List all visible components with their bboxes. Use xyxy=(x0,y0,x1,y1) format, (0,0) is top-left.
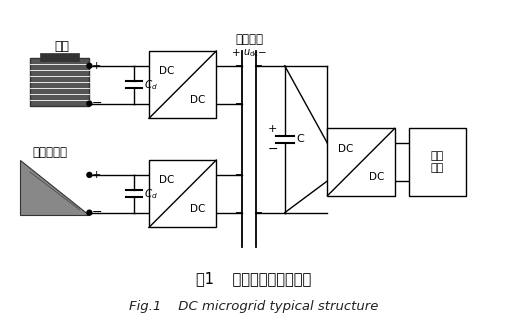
Polygon shape xyxy=(20,160,89,215)
Text: DC: DC xyxy=(369,172,384,182)
Circle shape xyxy=(87,63,92,68)
Bar xyxy=(327,128,395,196)
Circle shape xyxy=(87,210,92,215)
Text: DC: DC xyxy=(190,204,206,214)
Circle shape xyxy=(87,172,92,177)
Text: $u_{\mathrm{dc}}$: $u_{\mathrm{dc}}$ xyxy=(243,47,259,59)
Bar xyxy=(30,58,89,106)
Bar xyxy=(149,51,216,119)
Text: DC: DC xyxy=(338,144,353,154)
Text: −: − xyxy=(268,143,278,156)
Text: +: + xyxy=(91,170,101,180)
Text: $C_d$: $C_d$ xyxy=(144,78,158,92)
Bar xyxy=(409,128,466,196)
Text: 直流
负载: 直流 负载 xyxy=(431,151,444,173)
Text: −: − xyxy=(91,97,102,110)
Text: Fig.1    DC microgrid typical structure: Fig.1 DC microgrid typical structure xyxy=(130,300,378,313)
Text: DC: DC xyxy=(160,66,175,76)
Text: DC: DC xyxy=(160,175,175,185)
Bar xyxy=(149,160,216,227)
Text: +: + xyxy=(232,48,240,58)
Text: C: C xyxy=(297,134,304,144)
Circle shape xyxy=(87,101,92,106)
Text: $C_d$: $C_d$ xyxy=(144,187,158,201)
Text: DC: DC xyxy=(190,95,206,105)
Text: 直流母线: 直流母线 xyxy=(235,33,263,45)
Text: +: + xyxy=(91,61,101,71)
Text: −: − xyxy=(91,206,102,219)
Text: 储能: 储能 xyxy=(54,39,69,52)
Text: +: + xyxy=(268,124,277,134)
Bar xyxy=(40,53,79,61)
Text: 分布式电源: 分布式电源 xyxy=(32,146,67,159)
Text: 图1    直流微电网典型结构: 图1 直流微电网典型结构 xyxy=(197,272,311,287)
Text: −: − xyxy=(258,48,267,58)
